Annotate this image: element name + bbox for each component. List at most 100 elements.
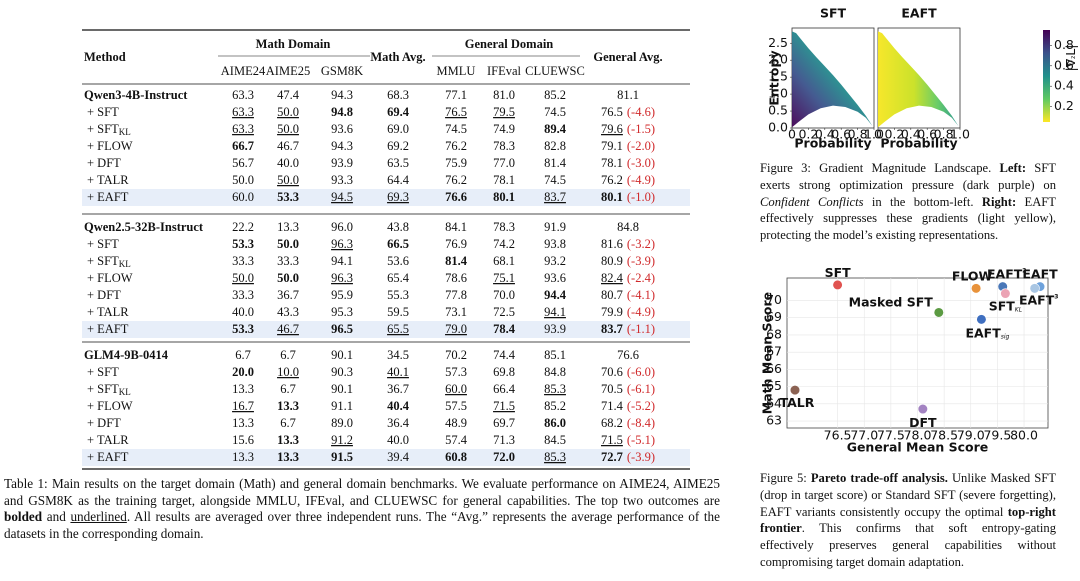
cell-value: 13.3 — [277, 450, 299, 464]
caption-text: . All results are averaged over three in… — [4, 509, 720, 541]
table-cell: 93.3 — [331, 173, 353, 187]
table-cell: 76.6 — [445, 190, 467, 204]
x-tick-label: 78.5 — [930, 428, 958, 443]
method-name: + DFT — [87, 288, 121, 302]
table-cell: 84.8 — [544, 365, 566, 379]
data-point — [970, 283, 982, 294]
cell-delta: (-3.2) — [627, 237, 655, 251]
table-header: Method — [84, 50, 126, 64]
colorbar-tick-label: 0.6 — [1054, 57, 1074, 72]
y-axis-label: Entropy — [767, 50, 782, 105]
point-label: FLOW — [952, 268, 993, 283]
table-cell: 34.5 — [387, 348, 409, 362]
table-cell: 69.0 — [387, 122, 409, 136]
table-cell: 78.3 — [493, 220, 515, 234]
table-cell: 64.4 — [387, 173, 410, 187]
data-point — [832, 279, 843, 290]
density-region — [878, 31, 959, 128]
table-cell: 81.0 — [493, 88, 515, 102]
y-tick-label: 2.0 — [768, 52, 788, 67]
cell-value: 50.0 — [232, 271, 254, 285]
cell-value: 60.0 — [445, 382, 467, 396]
table-cell: 79.9 (-4.9) — [601, 305, 655, 319]
table-cell: 15.6 — [232, 433, 254, 447]
table-cell: 13.3 — [232, 416, 254, 430]
cell-value: 83.7 — [601, 322, 623, 336]
table-cell: 20.0 — [232, 365, 254, 379]
table-cell: 78.3 — [493, 139, 515, 153]
method-label: + SFT — [87, 254, 119, 268]
method-label: + SFT — [87, 122, 119, 136]
caption-text: top-right frontier — [760, 504, 1056, 536]
table-cell: 74.9 — [493, 122, 515, 136]
method-name: + EAFT — [87, 450, 129, 464]
table-cell: 85.3 — [544, 450, 566, 464]
caption-text: Left: — [999, 161, 1027, 175]
y-tick-label: 66 — [766, 361, 782, 376]
caption-text: underlined — [70, 509, 127, 525]
table-cell: 84.1 — [445, 220, 467, 234]
y-tick-label: 70 — [766, 292, 782, 307]
table-cell: 73.1 — [445, 305, 467, 319]
point-label-text: EAFT — [965, 325, 1001, 340]
point-label-text: EAFT — [987, 266, 1023, 281]
y-tick-label: 68 — [766, 326, 782, 341]
cell-value: 69.3 — [387, 190, 409, 204]
table-header: General Domain — [465, 37, 554, 51]
table-cell: 96.3 — [331, 271, 353, 285]
panel-title: EAFT — [901, 6, 937, 21]
x-axis-label: General Mean Score — [847, 440, 989, 455]
caption-text: . This confirms that soft entropy-gating… — [760, 521, 1056, 569]
cell-value: 76.6 — [445, 190, 467, 204]
table-cell: 80.9 (-3.9) — [601, 254, 655, 268]
cell-delta: (-4.1) — [627, 288, 655, 302]
table-cell: 95.9 — [331, 288, 353, 302]
table-cell: 83.7 (-1.1) — [601, 322, 655, 336]
cell-value: 20.0 — [232, 365, 254, 379]
table-cell: 81.6 (-3.2) — [601, 237, 655, 251]
cell-value: 89.4 — [544, 122, 567, 136]
method-label: + FLOW — [87, 139, 133, 153]
caption-text: Pareto trade-off analysis. — [810, 471, 948, 485]
table-cell: 56.7 — [232, 156, 254, 170]
row-highlight — [82, 189, 690, 206]
table-cell: 68.3 — [387, 88, 409, 102]
caption-text: and — [42, 509, 71, 525]
cell-value: 13.3 — [277, 433, 299, 447]
table-cell: 60.0 — [445, 382, 467, 396]
table-cell: 90.1 — [331, 382, 353, 396]
table-cell: 63.3 — [232, 88, 254, 102]
x-axis-label: Probability — [794, 136, 871, 151]
table-cell: 80.1 — [493, 190, 515, 204]
table-header: GSM8K — [321, 64, 363, 78]
panel-title: SFT — [820, 6, 847, 21]
cell-value: 70.6 — [601, 365, 623, 379]
point-label-sup: 2 — [1022, 267, 1026, 274]
figure5-caption: Figure 5: Pareto trade-off analysis. Unl… — [760, 470, 1056, 571]
cell-value: 13.3 — [277, 399, 299, 413]
cell-delta: (-4.9) — [627, 173, 655, 187]
method-name: + EAFT — [87, 190, 129, 204]
table-cell: 78.4 — [493, 322, 516, 336]
x-tick-label: 79.0 — [957, 428, 985, 443]
caption-text: Confident Conflicts — [760, 194, 864, 209]
x-tick-label: 0.6 — [831, 127, 851, 142]
caption-text: Figure 5: — [760, 471, 811, 485]
cell-value: 50.0 — [277, 122, 299, 136]
cell-value: 78.1 — [601, 156, 623, 170]
x-axis-label: Probability — [880, 136, 957, 151]
cell-value: 85.3 — [544, 450, 566, 464]
table-cell: 33.3 — [277, 254, 299, 268]
table-cell: 33.3 — [232, 254, 254, 268]
table-cell: 13.3 — [277, 220, 299, 234]
table-cell: 22.2 — [232, 220, 254, 234]
table-cell: 69.2 — [387, 139, 409, 153]
cell-value: 91.5 — [331, 450, 353, 464]
table-cell: 75.9 — [445, 156, 467, 170]
point-label-sup: 3 — [1054, 293, 1058, 300]
table-cell: 36.4 — [387, 416, 410, 430]
cell-value: 80.7 — [601, 288, 623, 302]
point-label: SFTKL — [989, 298, 1022, 313]
table-cell: 84.8 — [617, 220, 639, 234]
